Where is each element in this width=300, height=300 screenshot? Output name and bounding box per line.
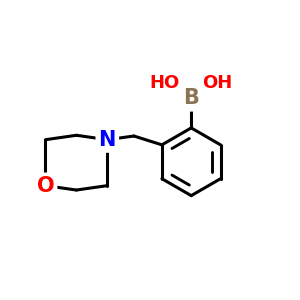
- Text: N: N: [99, 130, 116, 150]
- Text: HO: HO: [150, 74, 180, 92]
- Text: O: O: [37, 176, 54, 196]
- Text: B: B: [183, 88, 199, 109]
- Text: OH: OH: [202, 74, 233, 92]
